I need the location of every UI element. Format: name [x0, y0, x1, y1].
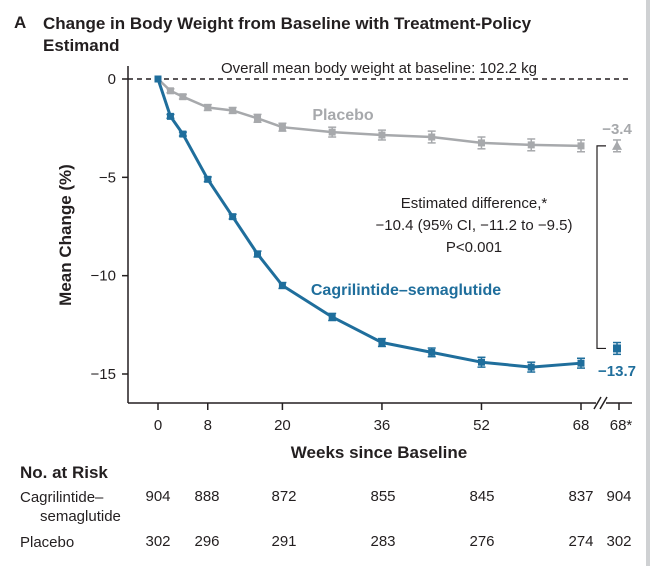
y-ticks: 0 −5 −10 −15 — [91, 71, 128, 383]
y-tick-label: −15 — [91, 366, 116, 383]
y-tick-label: −5 — [99, 169, 116, 186]
placebo-end-value-label: −3.4 — [602, 121, 632, 138]
baseline-note: Overall mean body weight at baseline: 10… — [221, 60, 537, 77]
x-axis-label: Weeks since Baseline — [291, 443, 467, 462]
risk-table-cell: 291 — [271, 533, 297, 550]
x-tick-label: 20 — [274, 417, 291, 434]
cagrilintide-data-point — [229, 213, 237, 221]
difference-bracket — [596, 145, 606, 350]
risk-table-cell: 837 — [568, 488, 594, 505]
risk-table-cell: 302 — [606, 533, 632, 550]
placebo-data-point — [179, 93, 187, 101]
cagrilintide-data-point — [179, 130, 187, 138]
risk-table-cell: 888 — [194, 488, 220, 505]
risk-table-cell: 296 — [194, 533, 220, 550]
axis-break-mark-2 — [599, 396, 608, 410]
y-tick-label: −10 — [91, 268, 116, 285]
cagrilintide-data-point — [477, 358, 485, 366]
placebo-data-point — [278, 123, 286, 131]
cagrilintide-data-point — [378, 339, 386, 347]
x-tick-label: 0 — [154, 417, 162, 434]
risk-table-cell: 872 — [271, 488, 297, 505]
x-ticks: 0 8 20 36 52 68 68* — [154, 403, 633, 434]
panel-letter: A — [14, 13, 27, 32]
risk-row-label-cagrilintide: Cagrilintide– semaglutide — [20, 488, 121, 526]
page-edge — [646, 0, 650, 566]
risk-table-cell: 274 — [568, 533, 594, 550]
chart-title: Change in Body Weight from Baseline with… — [43, 13, 603, 57]
x-tick-label: 8 — [204, 417, 212, 434]
risk-row-label-line-2: semaglutide — [40, 508, 121, 525]
placebo-data-point — [527, 141, 535, 149]
risk-table-cell: 855 — [370, 488, 396, 505]
y-tick-label: 0 — [108, 71, 116, 88]
cagrilintide-data-point — [204, 175, 212, 183]
placebo-data-point — [577, 142, 585, 150]
placebo-data-point — [229, 106, 237, 114]
x-tick-label: 68 — [573, 417, 590, 434]
annotation-line-1: Estimated difference,* — [401, 195, 548, 212]
x-tick-label-extra: 68* — [610, 417, 633, 434]
cagrilintide-series-label: Cagrilintide–semaglutide — [311, 282, 501, 299]
risk-table-cell: 302 — [145, 533, 171, 550]
cagrilintide-data-point — [328, 313, 336, 321]
risk-row-label-placebo: Placebo — [20, 534, 75, 551]
placebo-data-point — [166, 87, 174, 95]
risk-table-heading: No. at Risk — [20, 463, 108, 482]
cagrilintide-data-point — [577, 359, 585, 367]
placebo-data-point — [477, 139, 485, 147]
placebo-end-point — [612, 140, 622, 150]
placebo-data-point — [328, 128, 336, 136]
cagrilintide-data-point — [154, 75, 162, 83]
x-tick-label: 52 — [473, 417, 490, 434]
placebo-data-point — [204, 104, 212, 112]
placebo-series-label: Placebo — [312, 107, 374, 124]
risk-table-cell: 276 — [469, 533, 495, 550]
line-chart: Overall mean body weight at baseline: 10… — [56, 60, 636, 462]
cagrilintide-data-point — [278, 282, 286, 289]
cagrilintide-data-point — [166, 112, 174, 120]
cagrilintide-data-point — [254, 250, 262, 258]
risk-table-cell: 283 — [370, 533, 396, 550]
annotation-line-3: P<0.001 — [446, 239, 502, 256]
chart-title-line-2: Estimand — [43, 36, 120, 55]
annotation-line-2: −10.4 (95% CI, −11.2 to −9.5) — [376, 217, 573, 234]
placebo-data-point — [428, 133, 436, 141]
cagrilintide-data-point — [428, 348, 436, 356]
axis-break-mark-1 — [593, 396, 602, 410]
cagrilintide-end-value-label: −13.7 — [598, 363, 636, 380]
cagrilintide-data-point — [527, 363, 535, 371]
chart-title-line-1: Change in Body Weight from Baseline with… — [43, 14, 532, 33]
cagrilintide-end-point — [613, 344, 621, 353]
risk-table-cell: 904 — [606, 488, 632, 505]
placebo-data-point — [378, 131, 386, 139]
bracket-line — [596, 145, 606, 350]
placebo-data-point — [254, 114, 262, 122]
risk-table-cell: 845 — [469, 488, 495, 505]
risk-row-label-line-1: Cagrilintide– — [20, 489, 104, 506]
x-tick-label: 36 — [374, 417, 391, 434]
risk-table-cell: 904 — [145, 488, 171, 505]
series-layer — [154, 75, 622, 373]
y-axis-label: Mean Change (%) — [56, 164, 75, 306]
